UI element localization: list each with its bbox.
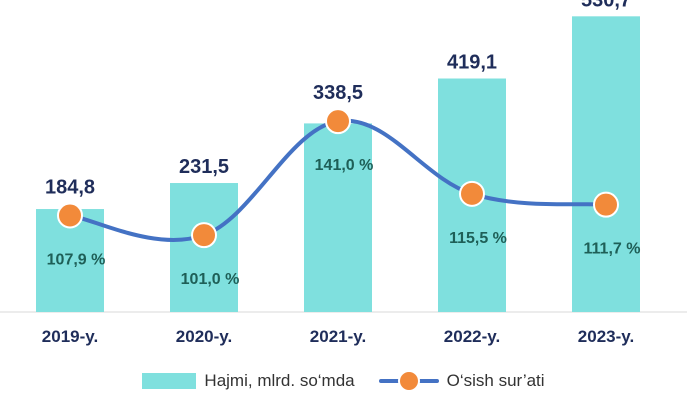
bar-value-label: 338,5 <box>313 82 363 104</box>
legend: Hajmi, mlrd. so‘mda O‘sish sur’ati <box>0 366 687 396</box>
x-tick-label: 2020-y. <box>176 327 232 346</box>
growth-rate-label: 107,9 % <box>47 251 106 268</box>
chart-canvas: 184,8 231,5 338,5 419,1 530,7 107,9 % 101,0 %… <box>0 0 687 346</box>
legend-label-growth: O‘sish sur’ati <box>446 371 545 390</box>
x-tick-label: 2022-y. <box>444 327 500 346</box>
bar-2023-y. <box>572 16 640 313</box>
bar-value-label: 184,8 <box>45 176 95 198</box>
bar-value-label: 231,5 <box>179 156 229 178</box>
bar-2021-y. <box>304 123 372 313</box>
x-tick-label: 2019-y. <box>42 327 98 346</box>
x-tick-label: 2021-y. <box>310 327 366 346</box>
growth-marker-2023-y. <box>593 191 619 218</box>
growth-rate-label: 111,7 % <box>584 241 641 258</box>
bar-value-label: 530,7 <box>581 0 631 11</box>
growth-rate-label: 115,5 % <box>449 230 507 247</box>
legend-item-growth: O‘sish sur’ati <box>378 369 545 393</box>
bar-value-labels: 184,8 231,5 338,5 419,1 530,7 <box>45 0 631 198</box>
growth-marker-2022-y. <box>459 180 485 207</box>
legend-bar-swatch <box>142 373 197 389</box>
growth-rate-labels: 107,9 % 101,0 % 141,0 % 115,5 % 111,7 % <box>47 157 641 288</box>
growth-rate-series <box>57 108 619 249</box>
growth-marker-2020-y. <box>191 222 217 249</box>
x-axis-tick-labels: 2019-y. 2020-y. 2021-y. 2022-y. 2023-y. <box>42 327 634 346</box>
growth-rate-label: 101,0 % <box>181 271 240 288</box>
growth-marker-2021-y. <box>325 108 351 135</box>
legend-label-volume: Hajmi, mlrd. so‘mda <box>204 371 355 390</box>
growth-marker-2019-y. <box>57 202 83 229</box>
growth-rate-label: 141,0 % <box>315 157 374 174</box>
legend-item-volume: Hajmi, mlrd. so‘mda <box>142 371 355 391</box>
x-tick-label: 2023-y. <box>578 327 634 346</box>
bar-value-label: 419,1 <box>447 52 497 74</box>
legend-line-swatch <box>378 369 439 393</box>
